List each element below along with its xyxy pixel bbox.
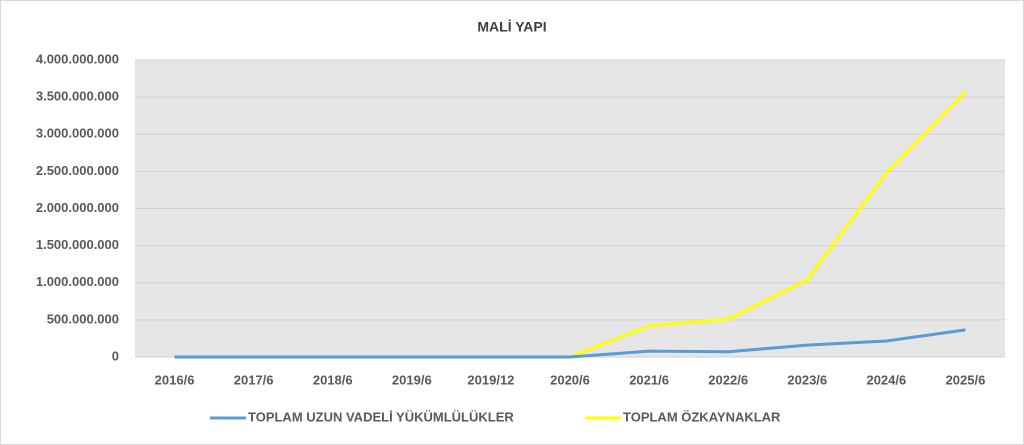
x-tick-label: 2021/6 — [629, 372, 669, 387]
x-tick-label: 2025/6 — [946, 372, 986, 387]
y-tick-label: 3.500.000.000 — [36, 89, 119, 104]
x-tick-label: 2017/6 — [234, 372, 274, 387]
y-tick-label: 3.000.000.000 — [36, 126, 119, 141]
x-tick-label: 2020/6 — [550, 372, 590, 387]
y-tick-label: 1.000.000.000 — [36, 274, 119, 289]
y-tick-label: 500.000.000 — [47, 311, 119, 326]
y-tick-label: 2.500.000.000 — [36, 163, 119, 178]
y-tick-label: 2.000.000.000 — [36, 200, 119, 215]
y-tick-label: 4.000.000.000 — [36, 51, 119, 66]
y-tick-label: 0 — [112, 348, 119, 363]
legend-label: TOPLAM UZUN VADELİ YÜKÜMLÜLÜKLER — [248, 409, 514, 424]
x-tick-label: 2019/12 — [467, 372, 514, 387]
series-line — [174, 328, 966, 359]
x-tick-label: 2016/6 — [155, 372, 195, 387]
x-tick-label: 2018/6 — [313, 372, 353, 387]
x-tick-label: 2022/6 — [708, 372, 748, 387]
x-tick-label: 2019/6 — [392, 372, 432, 387]
x-tick-label: 2024/6 — [866, 372, 906, 387]
legend-label: TOPLAM ÖZKAYNAKLAR — [623, 409, 781, 424]
x-tick-label: 2023/6 — [787, 372, 827, 387]
y-tick-label: 1.500.000.000 — [36, 237, 119, 252]
chart-title: MALİ YAPI — [477, 19, 546, 35]
